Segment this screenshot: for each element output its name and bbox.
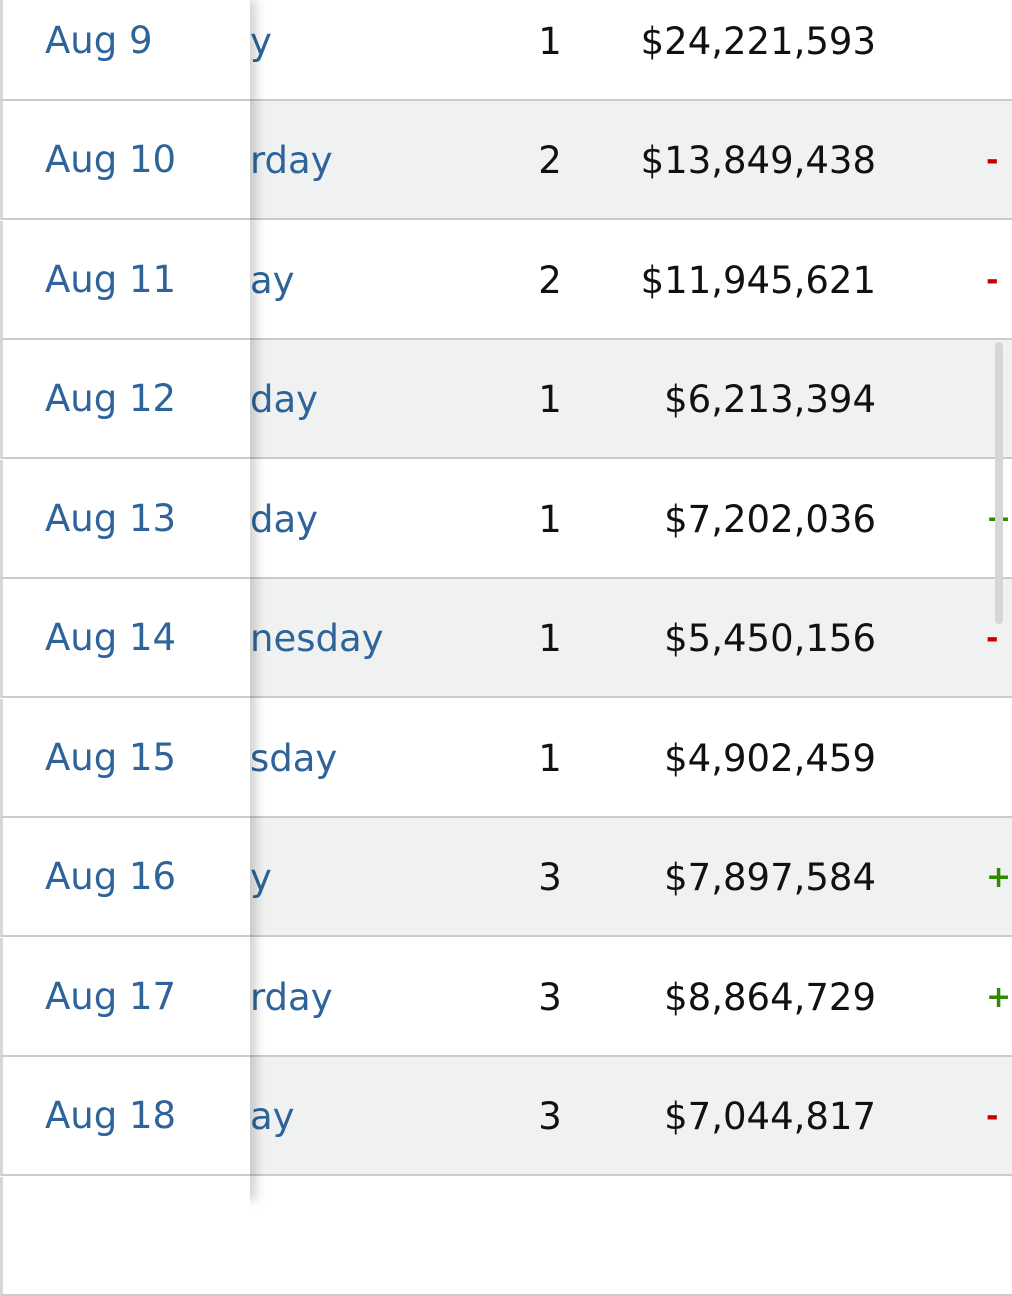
releases-count: 1 — [538, 20, 562, 63]
change-indicator: - — [986, 621, 999, 656]
day-of-week-link[interactable]: y — [250, 856, 272, 899]
day-of-week-link[interactable]: day — [250, 378, 319, 421]
day-of-week-link[interactable]: ay — [250, 1095, 295, 1138]
date-link[interactable]: Aug 12 — [0, 340, 250, 459]
gross-value: $11,945,621 — [640, 259, 876, 302]
date-link[interactable]: Aug 17 — [0, 938, 250, 1057]
releases-count: 3 — [538, 856, 562, 899]
gross-value: $7,202,036 — [664, 498, 876, 541]
gross-value: $7,044,817 — [664, 1095, 876, 1138]
vertical-scrollbar[interactable] — [995, 342, 1003, 624]
releases-count: 2 — [538, 259, 562, 302]
gross-value: $13,849,438 — [640, 139, 876, 182]
sticky-date-column: Aug 9 Aug 10 Aug 11 Aug 12 Aug 13 Aug 14… — [0, 0, 250, 1296]
date-cell-empty — [0, 1177, 250, 1296]
releases-count: 3 — [538, 1095, 562, 1138]
releases-count: 3 — [538, 976, 562, 1019]
change-indicator: - — [986, 143, 999, 178]
change-indicator: - — [986, 263, 999, 298]
gross-value: $24,221,593 — [640, 20, 876, 63]
date-link[interactable]: Aug 15 — [0, 699, 250, 818]
releases-count: 1 — [538, 617, 562, 660]
day-of-week-link[interactable]: nesday — [250, 617, 384, 660]
releases-count: 1 — [538, 498, 562, 541]
day-of-week-link[interactable]: ay — [250, 259, 295, 302]
change-indicator: + — [986, 860, 1012, 895]
date-link[interactable]: Aug 10 — [0, 101, 250, 220]
gross-value: $6,213,394 — [664, 378, 876, 421]
gross-value: $5,450,156 — [664, 617, 876, 660]
releases-count: 1 — [538, 378, 562, 421]
day-of-week-link[interactable]: rday — [250, 139, 333, 182]
change-indicator: - — [986, 1099, 999, 1134]
releases-count: 1 — [538, 737, 562, 780]
date-link[interactable]: Aug 11 — [0, 221, 250, 340]
day-of-week-link[interactable]: rday — [250, 976, 333, 1019]
change-indicator — [986, 699, 1012, 818]
date-link[interactable]: Aug 16 — [0, 818, 250, 937]
date-link[interactable]: Aug 13 — [0, 460, 250, 579]
day-of-week-link[interactable]: day — [250, 498, 319, 541]
day-of-week-link[interactable]: y — [250, 20, 272, 63]
day-of-week-link[interactable]: sday — [250, 737, 338, 780]
gross-value: $7,897,584 — [664, 856, 876, 899]
releases-count: 2 — [538, 139, 562, 182]
change-indicator — [986, 0, 1012, 101]
date-link[interactable]: Aug 18 — [0, 1057, 250, 1176]
change-indicator: + — [986, 980, 1012, 1015]
date-link[interactable]: Aug 14 — [0, 579, 250, 698]
gross-value: $4,902,459 — [664, 737, 876, 780]
date-link[interactable]: Aug 9 — [0, 0, 250, 101]
gross-value: $8,864,729 — [664, 976, 876, 1019]
